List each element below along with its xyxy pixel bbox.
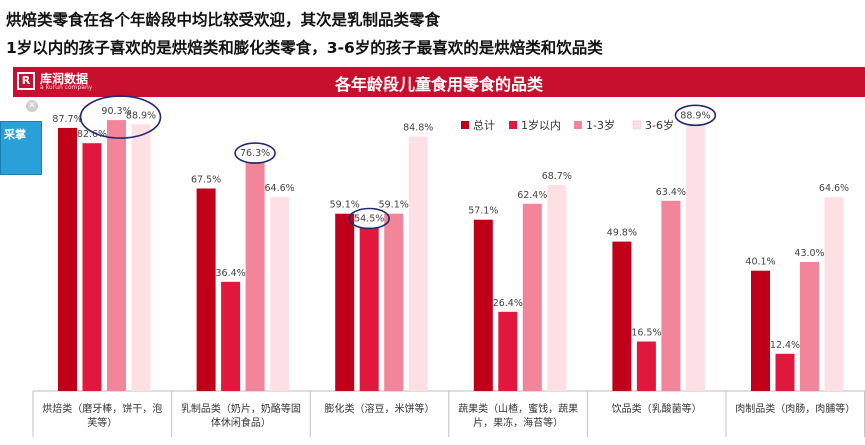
- bar: [775, 353, 795, 391]
- brand-name: 库润数据: [40, 72, 89, 86]
- bar: [636, 341, 656, 391]
- data-label: 90.3%: [101, 106, 131, 117]
- category-label: 蔬果类（山楂，蜜饯，蔬果: [458, 402, 578, 415]
- headline-1: 烘焙类零食在各个年龄段中均比较受欢迎，其次是乳制品类零食: [6, 11, 441, 29]
- data-label: 59.1%: [379, 200, 409, 211]
- bar: [498, 311, 518, 391]
- data-label: 59.1%: [330, 200, 360, 211]
- bar: [408, 136, 428, 391]
- bar: [612, 241, 632, 391]
- bar: [58, 127, 77, 392]
- bar: [82, 143, 102, 391]
- data-label: 76.3%: [240, 148, 270, 159]
- ad-banner[interactable]: 采掌: [0, 121, 42, 175]
- bar: [522, 203, 542, 391]
- highlight-circle: [79, 95, 162, 139]
- data-label: 12.4%: [770, 340, 800, 351]
- category-label: 片，果冻，海苔等）: [473, 416, 563, 429]
- category-label: 体休闲食品）: [211, 416, 271, 429]
- data-label: 64.6%: [819, 183, 849, 194]
- legend-swatch: [509, 121, 517, 129]
- category-label: 膨化类（溶豆，米饼等）: [325, 402, 435, 415]
- legend-label: 1-3岁: [586, 118, 615, 132]
- highlight-circle: [674, 104, 717, 127]
- category-label: 肉制品类（肉肠，肉脯等）: [735, 402, 855, 415]
- data-label: 54.5%: [354, 214, 384, 225]
- data-label: 82.6%: [77, 129, 107, 140]
- bar: [196, 188, 216, 391]
- legend-swatch: [461, 121, 469, 129]
- category-label: 烘焙类（磨牙棒，饼干，泡: [42, 402, 162, 415]
- bar: [359, 227, 379, 391]
- category-label: 饮品类（乳酸菌等）: [612, 402, 702, 415]
- bar: [131, 124, 151, 392]
- data-label: 88.9%: [126, 110, 156, 121]
- data-label: 68.7%: [542, 171, 572, 182]
- highlight-circle: [348, 207, 391, 230]
- data-label: 43.0%: [794, 248, 824, 259]
- data-label: 63.4%: [656, 187, 686, 198]
- data-label: 64.6%: [265, 183, 295, 194]
- data-label: 87.7%: [52, 114, 82, 125]
- legend-label: 1岁以内: [521, 118, 561, 132]
- bar: [384, 213, 404, 391]
- highlight-circle: [234, 142, 276, 164]
- legend-swatch: [632, 120, 642, 130]
- bar: [335, 213, 355, 391]
- bar: [751, 270, 770, 391]
- brand-subtitle: a kurun company: [40, 84, 93, 91]
- bar: [473, 219, 493, 391]
- bar: [824, 197, 844, 391]
- category-label: 芙等）: [87, 416, 117, 429]
- close-icon[interactable]: ✕: [26, 100, 38, 112]
- data-label: 84.8%: [403, 123, 433, 134]
- title-underline: [13, 95, 865, 97]
- brand-logo-icon: R: [17, 72, 35, 90]
- bar: [107, 120, 126, 391]
- bar: [685, 124, 705, 392]
- data-label: 67.5%: [191, 175, 221, 186]
- data-label: 57.1%: [468, 206, 498, 217]
- bar: [221, 281, 241, 391]
- chart-title: 各年龄段儿童食用零食的品类: [334, 75, 543, 94]
- legend-swatch: [574, 121, 582, 129]
- bar: [547, 184, 567, 391]
- bar: [800, 262, 819, 391]
- data-label: 40.1%: [745, 257, 775, 268]
- legend-label: 3-6岁: [645, 118, 674, 132]
- bar: [270, 197, 290, 391]
- category-label: 乳制品类（奶片，奶酪等固: [181, 402, 301, 415]
- data-label: 49.8%: [607, 228, 637, 239]
- data-label: 62.4%: [517, 190, 547, 201]
- chart-title-bar: R 库润数据 a kurun company 各年龄段儿童食用零食的品类: [13, 67, 865, 95]
- data-label: 16.5%: [631, 328, 661, 339]
- legend-label: 总计: [473, 118, 495, 132]
- ad-text: 采掌: [4, 128, 26, 141]
- bar: [661, 200, 681, 391]
- headline-2: 1岁以内的孩子喜欢的是烘焙类和膨化类零食，3-6岁的孩子最喜欢的是烘焙类和饮品类: [6, 39, 603, 57]
- data-label: 36.4%: [216, 268, 246, 279]
- bar: [245, 162, 265, 391]
- data-label: 26.4%: [493, 298, 523, 309]
- data-label: 88.9%: [680, 110, 710, 121]
